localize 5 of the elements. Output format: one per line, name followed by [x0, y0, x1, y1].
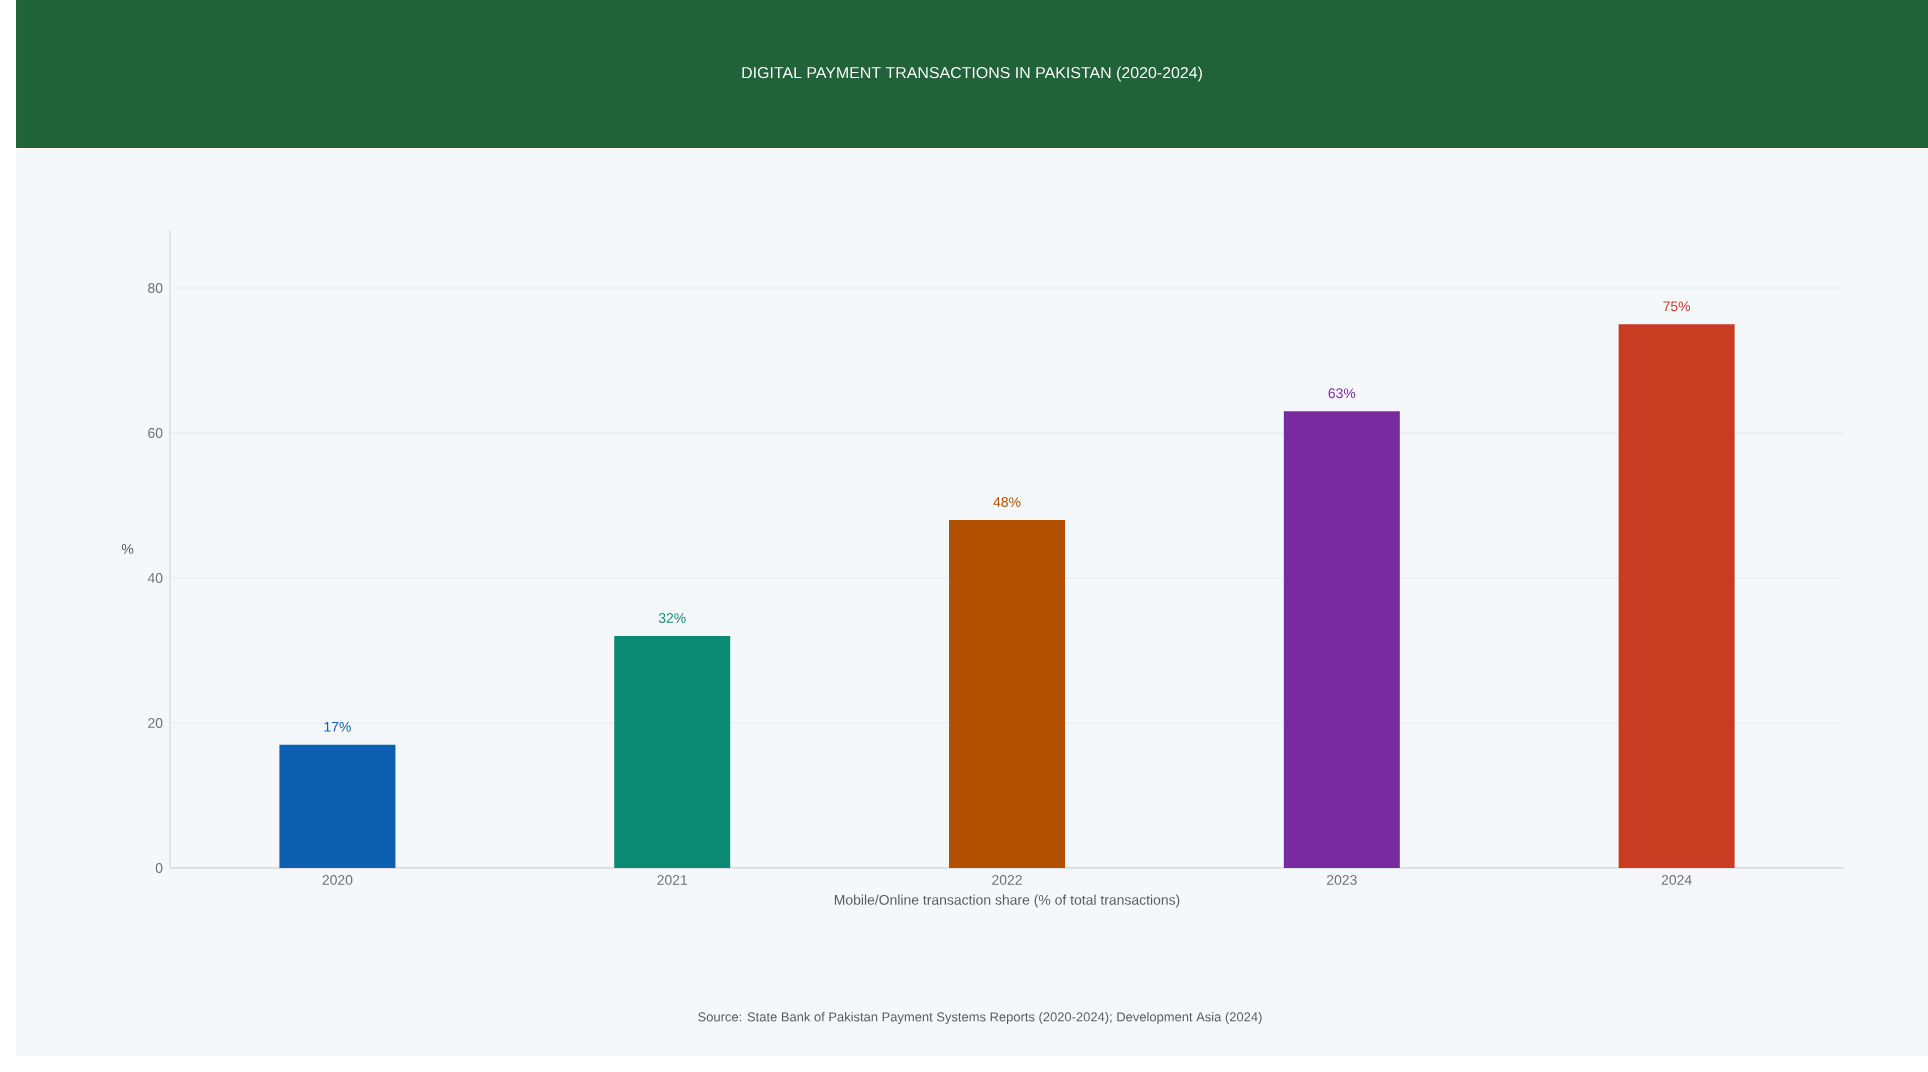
bar — [1283, 411, 1400, 868]
bar — [279, 744, 396, 868]
bar — [614, 635, 731, 868]
bar — [1618, 324, 1735, 868]
bar — [949, 519, 1066, 868]
